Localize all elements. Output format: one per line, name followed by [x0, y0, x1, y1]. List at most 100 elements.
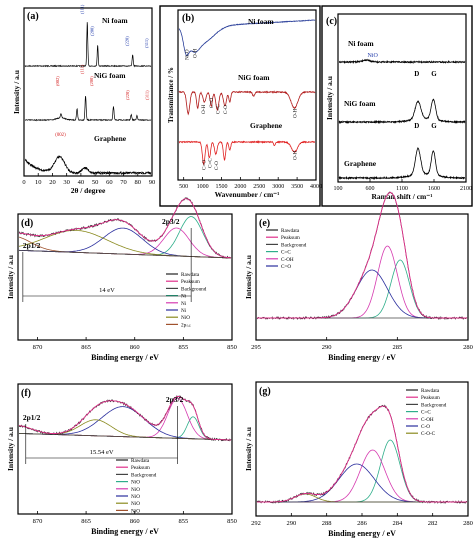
panel-label: (a)	[27, 11, 39, 22]
x-tick-label: 292	[251, 520, 261, 527]
x-tick-label: 100	[334, 186, 343, 192]
hkl-label: (200)	[89, 76, 94, 86]
series-graphene	[178, 140, 316, 166]
panel-a: (a) 0 10 20 30 40 50 60 70 80 90 2θ / degree Intensi…	[12, 4, 155, 195]
legend-label: Ni	[181, 301, 187, 307]
background-line	[18, 433, 232, 441]
legend-label: Ni	[181, 308, 187, 314]
component-peak	[257, 463, 467, 503]
x-tick-label: 80	[135, 179, 142, 186]
legend-label: NiO	[181, 315, 190, 321]
legend-label: C=C	[421, 410, 431, 416]
panel-label: (c)	[326, 16, 337, 27]
series-nig-foam	[25, 96, 152, 122]
band-annotation: C=C	[215, 104, 221, 114]
x-tick-label: 10	[35, 179, 42, 186]
legend-label: Ni	[181, 294, 187, 300]
band-annotation: O-H	[201, 105, 207, 114]
series-graphene	[24, 155, 152, 176]
legend-label: Rawdata	[181, 272, 200, 278]
x-tick-label: 2500	[253, 184, 265, 190]
series-graphene	[338, 146, 466, 181]
legend-label: Background	[131, 472, 157, 478]
peak-label: G	[431, 122, 437, 130]
hkl-label: (111)	[80, 64, 85, 74]
series-nig-foam	[338, 98, 466, 125]
series-nig-foam	[178, 90, 316, 116]
band-annotation: O-H	[292, 109, 298, 118]
legend-label: C=C	[281, 250, 291, 256]
x-tick-label: 284	[392, 520, 403, 527]
gap-label: 15.54 eV	[90, 449, 114, 456]
legend-label: Peaksum	[421, 395, 440, 401]
x-tick-label: 282	[428, 520, 438, 527]
hkl-label: (002)	[55, 133, 66, 138]
hkl-label: (111)	[79, 4, 84, 14]
band-annotation: C=O	[209, 98, 215, 108]
series-label: Ni foam	[348, 39, 374, 48]
annotation-2p32: 2p3/2	[162, 217, 180, 226]
legend-label: Rawdata	[281, 228, 300, 234]
hkl-label: (002)	[55, 76, 60, 86]
x-tick-label: 20	[49, 179, 56, 186]
hkl-label: (200)	[90, 26, 95, 36]
panel-g: (g) 292 290 288 286 284 282 280 Binding energy /…	[244, 381, 473, 538]
panel-label: (g)	[259, 386, 271, 397]
plot-frame	[255, 213, 469, 341]
x-tick-label: 288	[322, 520, 332, 527]
legend-label: Background	[281, 242, 307, 248]
plot-frame	[177, 9, 317, 181]
x-tick-label: 295	[251, 344, 261, 351]
nio-annotation: NiO	[367, 53, 378, 59]
rawdata-line	[256, 404, 468, 504]
panel-label: (b)	[182, 13, 194, 24]
component-peak	[257, 449, 467, 503]
band-annotation: C=O	[202, 160, 208, 170]
component-peak	[18, 425, 232, 441]
panel-d: (d) 870 865 860 855 850 Binding energy / eV Int…	[6, 197, 237, 362]
component-peak	[18, 227, 232, 259]
plot-frame	[17, 213, 233, 341]
series-label: Graphene	[344, 159, 377, 168]
series-label: Ni foam	[102, 16, 128, 25]
x-tick-label: 850	[227, 518, 237, 525]
band-annotation: Ni-O	[185, 49, 191, 60]
x-tick-label: 290	[322, 344, 332, 351]
panel-f: (f) 870 865 860 855 850 Binding energy / eV Int…	[6, 383, 237, 536]
legend-label: NiO	[131, 508, 140, 514]
legend-label: C-O	[421, 424, 430, 430]
x-axis-label: Binding energy / eV	[91, 353, 159, 362]
panel-label: (e)	[259, 218, 270, 229]
series-label: Graphene	[94, 134, 127, 143]
series-label: NiG foam	[94, 71, 126, 80]
x-tick-label: 90	[149, 179, 156, 186]
x-tick-label: 40	[78, 179, 85, 186]
x-axis-label: Binding energy / eV	[328, 529, 396, 538]
x-tick-label: 290	[286, 520, 296, 527]
series-label: NiG foam	[344, 99, 376, 108]
y-axis-label: Transmittance / %	[167, 67, 175, 123]
legend-label: 2pₛₐₜ	[181, 322, 192, 328]
plot-frame	[17, 383, 233, 515]
band-annotation: C=C	[207, 158, 213, 168]
x-tick-label: 3500	[291, 184, 303, 190]
legend-label: Peaksum	[281, 235, 300, 241]
band-annotation: O-H	[192, 49, 198, 58]
x-tick-label: 2100	[460, 186, 472, 192]
series-ni-foam	[178, 19, 316, 57]
hkl-label: (220)	[125, 36, 130, 46]
peak-label: G	[431, 70, 437, 78]
x-tick-label: 280	[463, 344, 473, 351]
x-tick-label: 600	[366, 186, 375, 192]
x-tick-label: 0	[22, 179, 25, 186]
x-axis-label: Wavenumber / cm⁻¹	[215, 190, 280, 199]
series-ni-foam	[338, 58, 466, 65]
peak-label: D	[414, 122, 419, 130]
x-tick-label: 860	[130, 518, 140, 525]
x-tick-label: 1000	[197, 184, 209, 190]
panel-c: (c) 100 600 1100 1600 2100 Raman shift / cm⁻¹ I…	[325, 13, 472, 201]
annotation-2p12: 2p1/2	[23, 413, 41, 422]
x-tick-label: 855	[178, 344, 188, 351]
x-tick-label: 70	[120, 179, 127, 186]
